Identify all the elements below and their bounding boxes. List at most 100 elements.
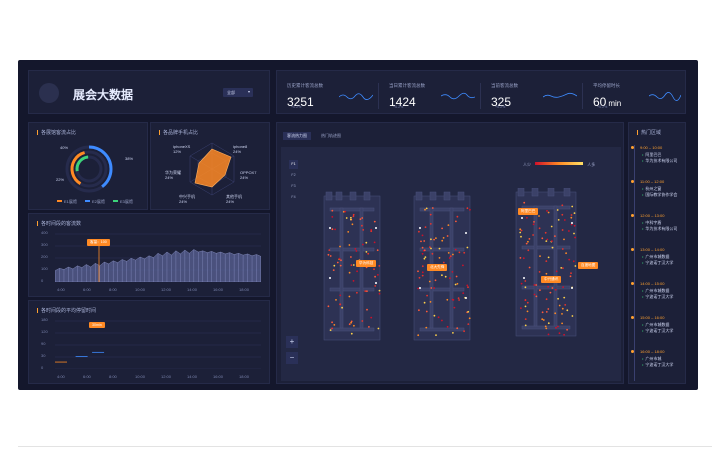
timeline-item[interactable]: 宁波诺丁汉大学 [642,260,673,266]
timeline-item[interactable]: 阿里巴巴 [642,152,661,158]
heat-dot [335,299,337,301]
heat-dot [370,230,373,233]
timeline-dot [631,350,634,353]
heat-dot [431,252,434,255]
heat-dot [438,247,441,250]
timeline-item[interactable]: 宁波诺丁汉大学 [642,362,673,368]
heat-dot [467,323,470,325]
heat-dot [350,218,352,221]
heat-dot [539,289,541,292]
heat-dot [462,292,465,294]
timeline-item[interactable]: 杭州之窗 [642,186,661,192]
radar-label: 其他手机 24% [226,194,242,204]
heat-dot [570,216,573,219]
x-tick: 8:00 [109,374,117,379]
heat-dot [469,208,471,211]
heat-dot [570,272,572,275]
y-tick: 120 [41,329,48,334]
heat-dot [522,257,525,260]
heat-dot [551,240,553,242]
heat-dot [572,260,575,263]
heat-dot [429,213,432,216]
donut-label-top: 40% [60,145,69,150]
heat-dot [336,261,339,264]
heat-dot [348,271,351,274]
heat-dot [547,308,550,310]
heat-dot [533,284,536,286]
heat-dot [424,256,427,258]
heat-dot [520,229,523,232]
heat-dot [544,231,547,234]
floor-button-f4[interactable]: F4 [291,195,296,199]
timeline-item[interactable]: 广州市城 [642,356,661,362]
heat-dot [453,306,456,309]
heat-dot [339,294,342,297]
timeline-dot [631,146,634,149]
filter-select[interactable]: 全部 ▾ [223,88,253,97]
x-tick: 6:00 [83,287,91,292]
heat-dot [556,209,559,211]
heat-dot [523,201,526,204]
heat-dot [558,304,561,307]
radar-label: iphoneXS 12% [173,144,191,154]
heat-dot [535,284,538,286]
heat-dot [362,243,364,246]
floor-button-f3[interactable]: F3 [291,184,296,188]
zoom-out-button[interactable]: − [286,352,298,364]
heat-dot [571,315,574,317]
radar-label: OPPOX7 24% [240,170,257,180]
donut-label-left: 22% [56,177,65,182]
heat-dot [431,207,434,209]
timeline-item[interactable]: 宁波诺丁汉大学 [642,294,673,300]
timeline-item[interactable]: 广州市城数据 [642,322,669,328]
tab-heatmap[interactable]: 客流热力图 [283,132,311,140]
heat-dot [374,285,377,287]
heat-dot [555,326,557,329]
timeline-item[interactable]: 国际教学协作学会 [642,192,677,198]
timeline-time: 16:00 – 18:00 [640,349,665,354]
map-tag: 华为科技 [356,260,377,267]
donut-ring-inner [75,155,103,183]
timeline-item[interactable]: 广州市城数据 [642,288,669,294]
heat-dot [429,301,432,303]
heat-dot [373,241,376,244]
tab-trajectory[interactable]: 热门轨迹图 [321,133,341,138]
heat-dot [546,210,548,212]
y-tick: 90 [41,341,46,346]
stat-label: 历史累计客流总数 [287,83,323,88]
heat-dot [366,308,368,311]
timeline-item[interactable]: 宁波诺丁汉大学 [642,328,673,334]
stat-today-total: 当日累计客流总数 1424 +0.2% [379,71,481,115]
heat-dot [339,245,341,248]
zoom-in-button[interactable]: + [286,336,298,348]
x-tick: 16:00 [213,287,224,292]
heat-dot [573,212,576,214]
building-2 [413,191,471,341]
floor-button-f1[interactable]: F1 [289,160,298,169]
heat-dot [350,256,352,258]
timeline-item[interactable]: 华为技术有限公司 [642,158,677,164]
radar-label: iphone8 24% [233,144,248,154]
heat-dot [351,223,354,226]
heat-dot [361,320,364,322]
timeline-item[interactable]: 中科宇盾 [642,220,661,226]
heat-dot [442,237,445,239]
timeline-item[interactable]: 华为技术有限公司 [642,226,677,232]
heat-dot [424,226,427,228]
y-tick: 100 [41,266,48,271]
y-tick: 0 [41,278,44,283]
heat-dot [354,248,357,250]
heat-dot [370,316,373,319]
sensor-dot [375,227,377,229]
panel-title: 各时间段的平均停留时间 [37,307,96,314]
floor-button-f2[interactable]: F2 [291,173,296,177]
sensor-dot [571,287,573,289]
heat-dot [452,253,454,256]
heat-dot [557,297,559,300]
heat-dot [421,265,424,268]
heat-dot [421,234,424,237]
heat-dot [348,323,351,326]
heat-dot [441,274,443,277]
timeline-item[interactable]: 广州市城数据 [642,254,669,260]
heat-dot [373,268,375,271]
